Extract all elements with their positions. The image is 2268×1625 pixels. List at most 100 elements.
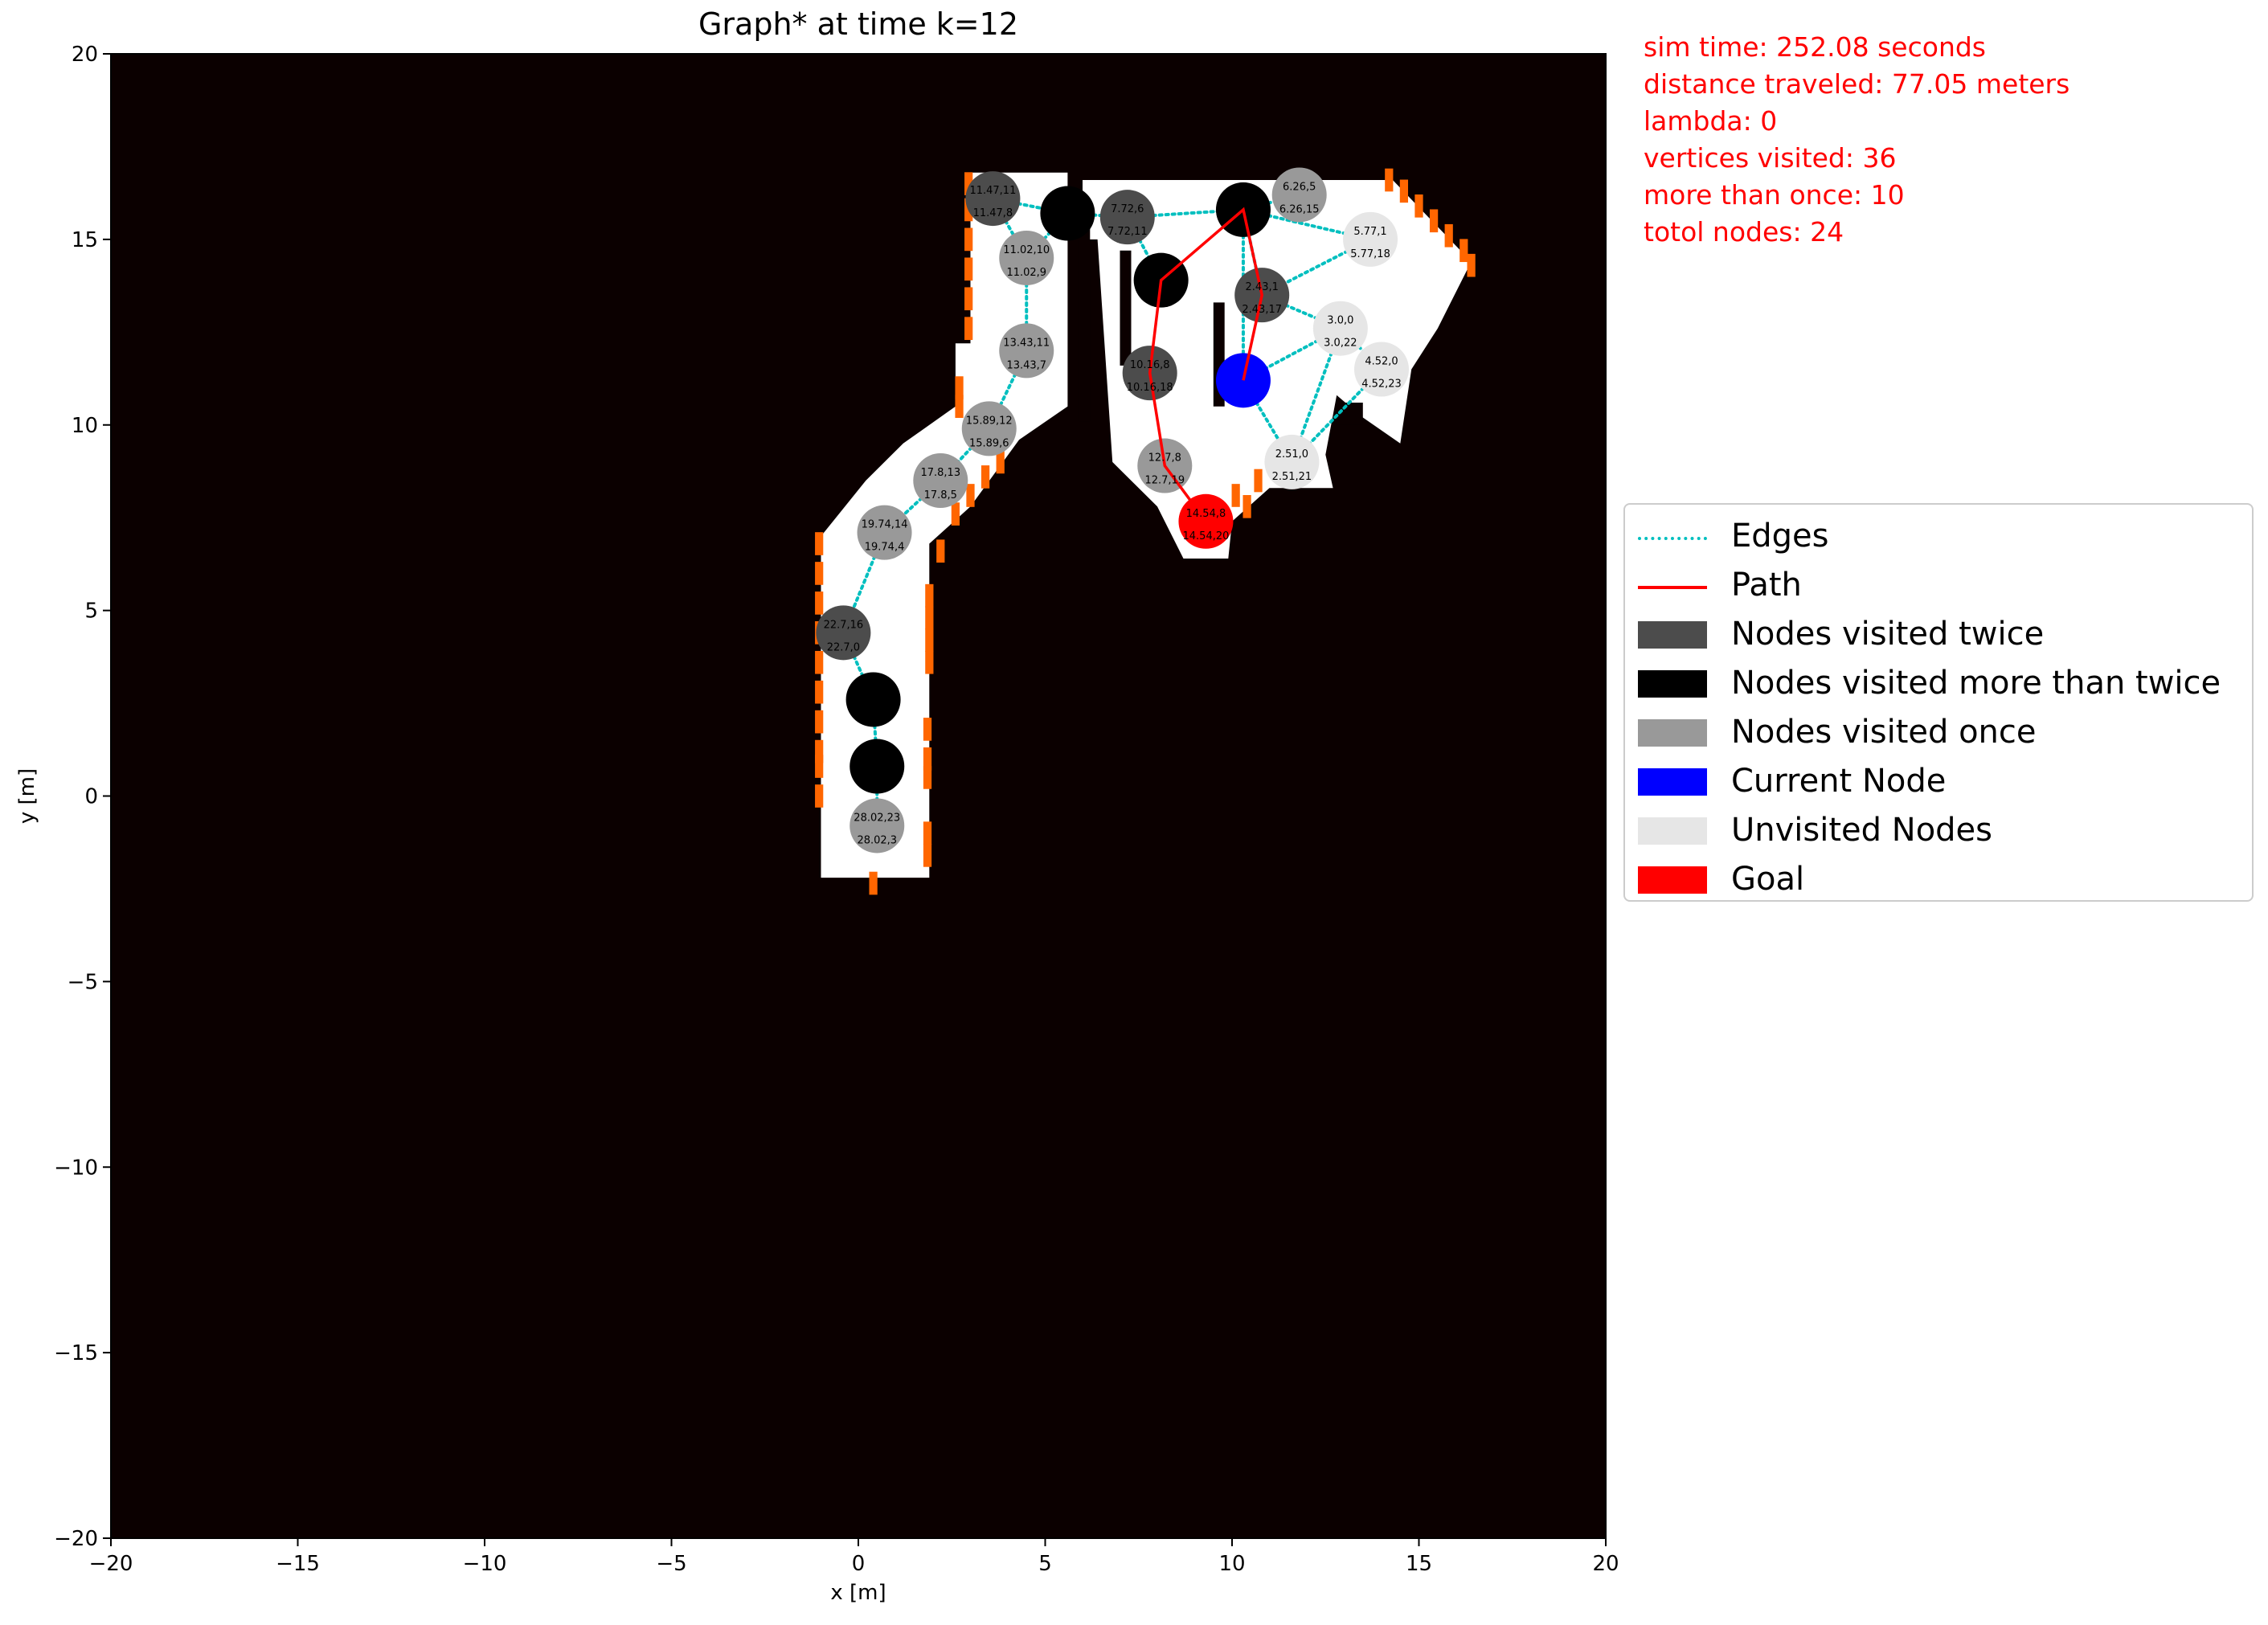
frontier-cell xyxy=(923,821,932,845)
node-label: 2.43,1 xyxy=(1246,281,1279,293)
x-tick-label: −15 xyxy=(276,1552,320,1576)
y-tick-label: 15 xyxy=(72,228,98,252)
graph-node xyxy=(1264,434,1320,489)
legend-swatch xyxy=(1638,670,1707,698)
x-tick-label: 0 xyxy=(852,1552,866,1576)
legend-entry: Path xyxy=(1625,562,2252,610)
legend-swatch xyxy=(1638,719,1707,747)
legend-swatch xyxy=(1638,586,1707,589)
node-label: 12.7,8 xyxy=(1148,452,1181,465)
frontier-cell xyxy=(1444,223,1453,248)
graph-node xyxy=(857,505,912,560)
frontier-cell xyxy=(925,606,934,630)
frontier-cell xyxy=(936,539,945,563)
map-layer: 11.47,11 11.47,8 7.72,6 7.72,11 6.26,5 6.26,1… xyxy=(111,54,1606,1538)
legend-entry: Unvisited Nodes xyxy=(1625,807,2252,855)
y-tick-label: −15 xyxy=(54,1341,98,1365)
node-label: 14.54,20 xyxy=(1183,530,1230,542)
frontier-cell xyxy=(815,562,824,585)
node-label: 11.02,10 xyxy=(1003,244,1050,256)
graph-node xyxy=(1354,342,1409,397)
graph-node xyxy=(913,453,968,509)
planned-path xyxy=(1148,207,1263,522)
frontier-cell xyxy=(964,227,973,252)
legend-label: Nodes visited once xyxy=(1731,714,2037,751)
legend-label: Path xyxy=(1731,567,1802,604)
y-tick-label: 20 xyxy=(72,43,98,67)
node-label: 14.54,8 xyxy=(1186,508,1226,520)
legend-label: Current Node xyxy=(1731,763,1947,800)
graph-node xyxy=(1343,211,1398,267)
x-axis-label: x [m] xyxy=(830,1581,886,1605)
node-label: 6.26,5 xyxy=(1283,181,1316,193)
legend-swatch xyxy=(1638,537,1707,540)
stat-sim-time: sim time: 252.08 seconds xyxy=(1644,31,1987,63)
node-label: 13.43,11 xyxy=(1003,337,1050,349)
graph-node xyxy=(999,323,1054,379)
y-tick-label: −10 xyxy=(54,1156,98,1180)
frontier-cell xyxy=(1429,209,1439,233)
node-label: 11.02,9 xyxy=(1006,267,1046,279)
frontier-cell xyxy=(923,747,932,771)
node-label: 4.52,23 xyxy=(1361,378,1402,390)
sim-stats-panel: sim time: 252.08 seconds distance travel… xyxy=(1644,29,2069,251)
legend-label: Nodes visited more than twice xyxy=(1731,665,2221,702)
graph-node xyxy=(965,171,1021,227)
legend-entry: Nodes visited once xyxy=(1625,709,2252,757)
frontier-cell xyxy=(925,628,934,652)
stat-lambda: lambda: 0 xyxy=(1644,105,1778,137)
x-tick-label: 20 xyxy=(1592,1552,1619,1576)
y-tick-label: −20 xyxy=(54,1527,98,1551)
frontier-cell xyxy=(815,591,824,615)
frontier-cell xyxy=(951,502,960,526)
frontier-cell xyxy=(815,755,824,778)
graph-node xyxy=(1215,353,1271,408)
frontier-cell xyxy=(1467,253,1476,277)
frontier-cell xyxy=(815,784,824,808)
frontier-cell xyxy=(925,650,934,674)
node-label: 3.0,0 xyxy=(1327,315,1353,327)
graph-edge xyxy=(871,698,879,768)
x-tick-label: −5 xyxy=(656,1552,686,1576)
legend-swatch xyxy=(1638,621,1707,649)
y-tick-label: 0 xyxy=(84,785,98,809)
frontier-cell xyxy=(964,257,973,281)
graph-node xyxy=(849,739,905,794)
plot-area: 11.47,11 11.47,8 7.72,6 7.72,11 6.26,5 6.26,1… xyxy=(111,54,1606,1538)
node-label: 13.43,7 xyxy=(1006,359,1046,371)
graph-node xyxy=(961,401,1017,456)
stat-vertices-visited: vertices visited: 36 xyxy=(1644,142,1897,174)
frontier-cell xyxy=(996,450,1005,474)
node-label: 7.72,11 xyxy=(1107,226,1148,238)
legend-entry: Edges xyxy=(1625,513,2252,561)
node-label: 15.89,6 xyxy=(969,437,1009,449)
frontier-cell xyxy=(964,172,973,195)
frontier-cell xyxy=(815,739,824,763)
frontier-cell xyxy=(955,376,964,399)
x-tick-label: 15 xyxy=(1406,1552,1432,1576)
legend-swatch xyxy=(1638,817,1707,845)
frontier-cell xyxy=(1414,194,1423,218)
node-label: 28.02,23 xyxy=(854,812,900,824)
frontier-cell xyxy=(1242,495,1251,518)
frontier-cell xyxy=(815,532,824,555)
graph-node xyxy=(1271,167,1327,223)
graph-node xyxy=(999,230,1054,285)
frontier-cell xyxy=(815,710,824,734)
y-tick-label: −5 xyxy=(68,970,98,994)
node-label: 15.89,12 xyxy=(966,415,1013,427)
legend-swatch xyxy=(1638,768,1707,796)
stat-distance: distance traveled: 77.05 meters xyxy=(1644,68,2070,100)
y-tick-label: 10 xyxy=(72,414,98,438)
frontier-cell xyxy=(925,583,934,608)
obstacle-region xyxy=(1120,250,1132,366)
frontier-cell xyxy=(966,484,975,507)
frontier-cell xyxy=(869,871,878,895)
legend-swatch xyxy=(1638,866,1707,894)
frontier-cell xyxy=(923,766,932,789)
node-label: 19.74,14 xyxy=(862,519,908,531)
graph-node xyxy=(1099,190,1155,245)
node-label: 19.74,4 xyxy=(865,542,905,554)
legend-label: Unvisited Nodes xyxy=(1731,812,1992,849)
legend-label: Goal xyxy=(1731,861,1805,898)
